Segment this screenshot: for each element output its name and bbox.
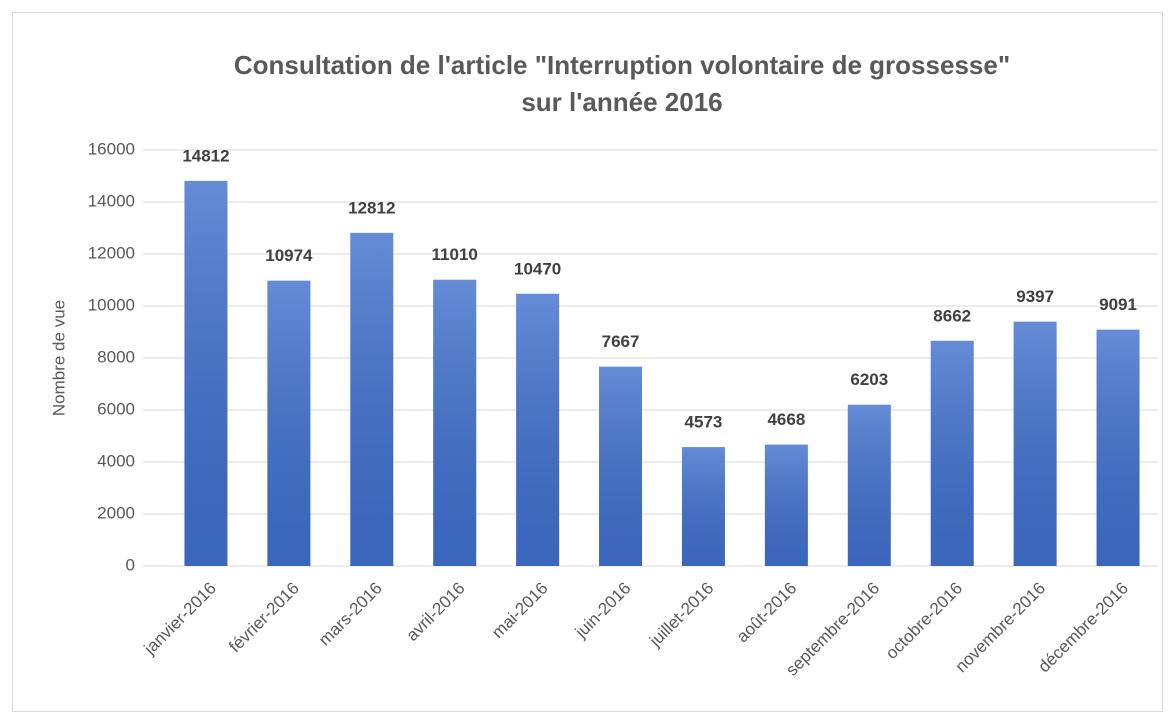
bar-shade: [1013, 321, 1057, 566]
y-tick-label: 14000: [88, 191, 135, 210]
data-label: 14812: [182, 146, 229, 165]
data-label: 10470: [514, 259, 561, 278]
y-tick-label: 4000: [97, 451, 135, 470]
data-label: 4573: [685, 413, 723, 432]
bar-shade: [184, 180, 228, 566]
data-label: 11010: [432, 245, 478, 264]
y-tick-label: 2000: [97, 503, 135, 522]
data-label: 8662: [933, 306, 971, 325]
bar-shade: [267, 280, 311, 566]
bar-shade: [433, 279, 477, 566]
y-tick-label: 8000: [97, 347, 135, 366]
data-label: 12812: [348, 198, 395, 217]
data-label: 9091: [1099, 295, 1137, 314]
chart-title: sur l'année 2016: [521, 87, 722, 117]
bar-shade: [599, 366, 643, 566]
y-tick-label: 0: [126, 555, 135, 574]
data-label: 4668: [767, 410, 805, 429]
y-tick-label: 12000: [88, 243, 135, 262]
data-label: 9397: [1016, 287, 1054, 306]
y-tick-label: 6000: [97, 399, 135, 418]
y-tick-label: 10000: [88, 295, 135, 314]
bar-shade: [681, 447, 725, 566]
bar-shade: [516, 293, 560, 566]
data-label: 6203: [850, 370, 888, 389]
bar-shade: [930, 340, 974, 566]
chart-title: Consultation de l'article "Interruption …: [234, 50, 1010, 80]
y-tick-label: 16000: [88, 139, 135, 158]
data-label: 7667: [602, 332, 640, 351]
bar-shade: [350, 232, 394, 566]
y-axis-label: Nombre de vue: [49, 300, 68, 416]
data-label: 10974: [265, 246, 313, 265]
bar-shade: [847, 404, 891, 566]
bar-shade: [1096, 329, 1140, 566]
bar-shade: [764, 444, 808, 566]
